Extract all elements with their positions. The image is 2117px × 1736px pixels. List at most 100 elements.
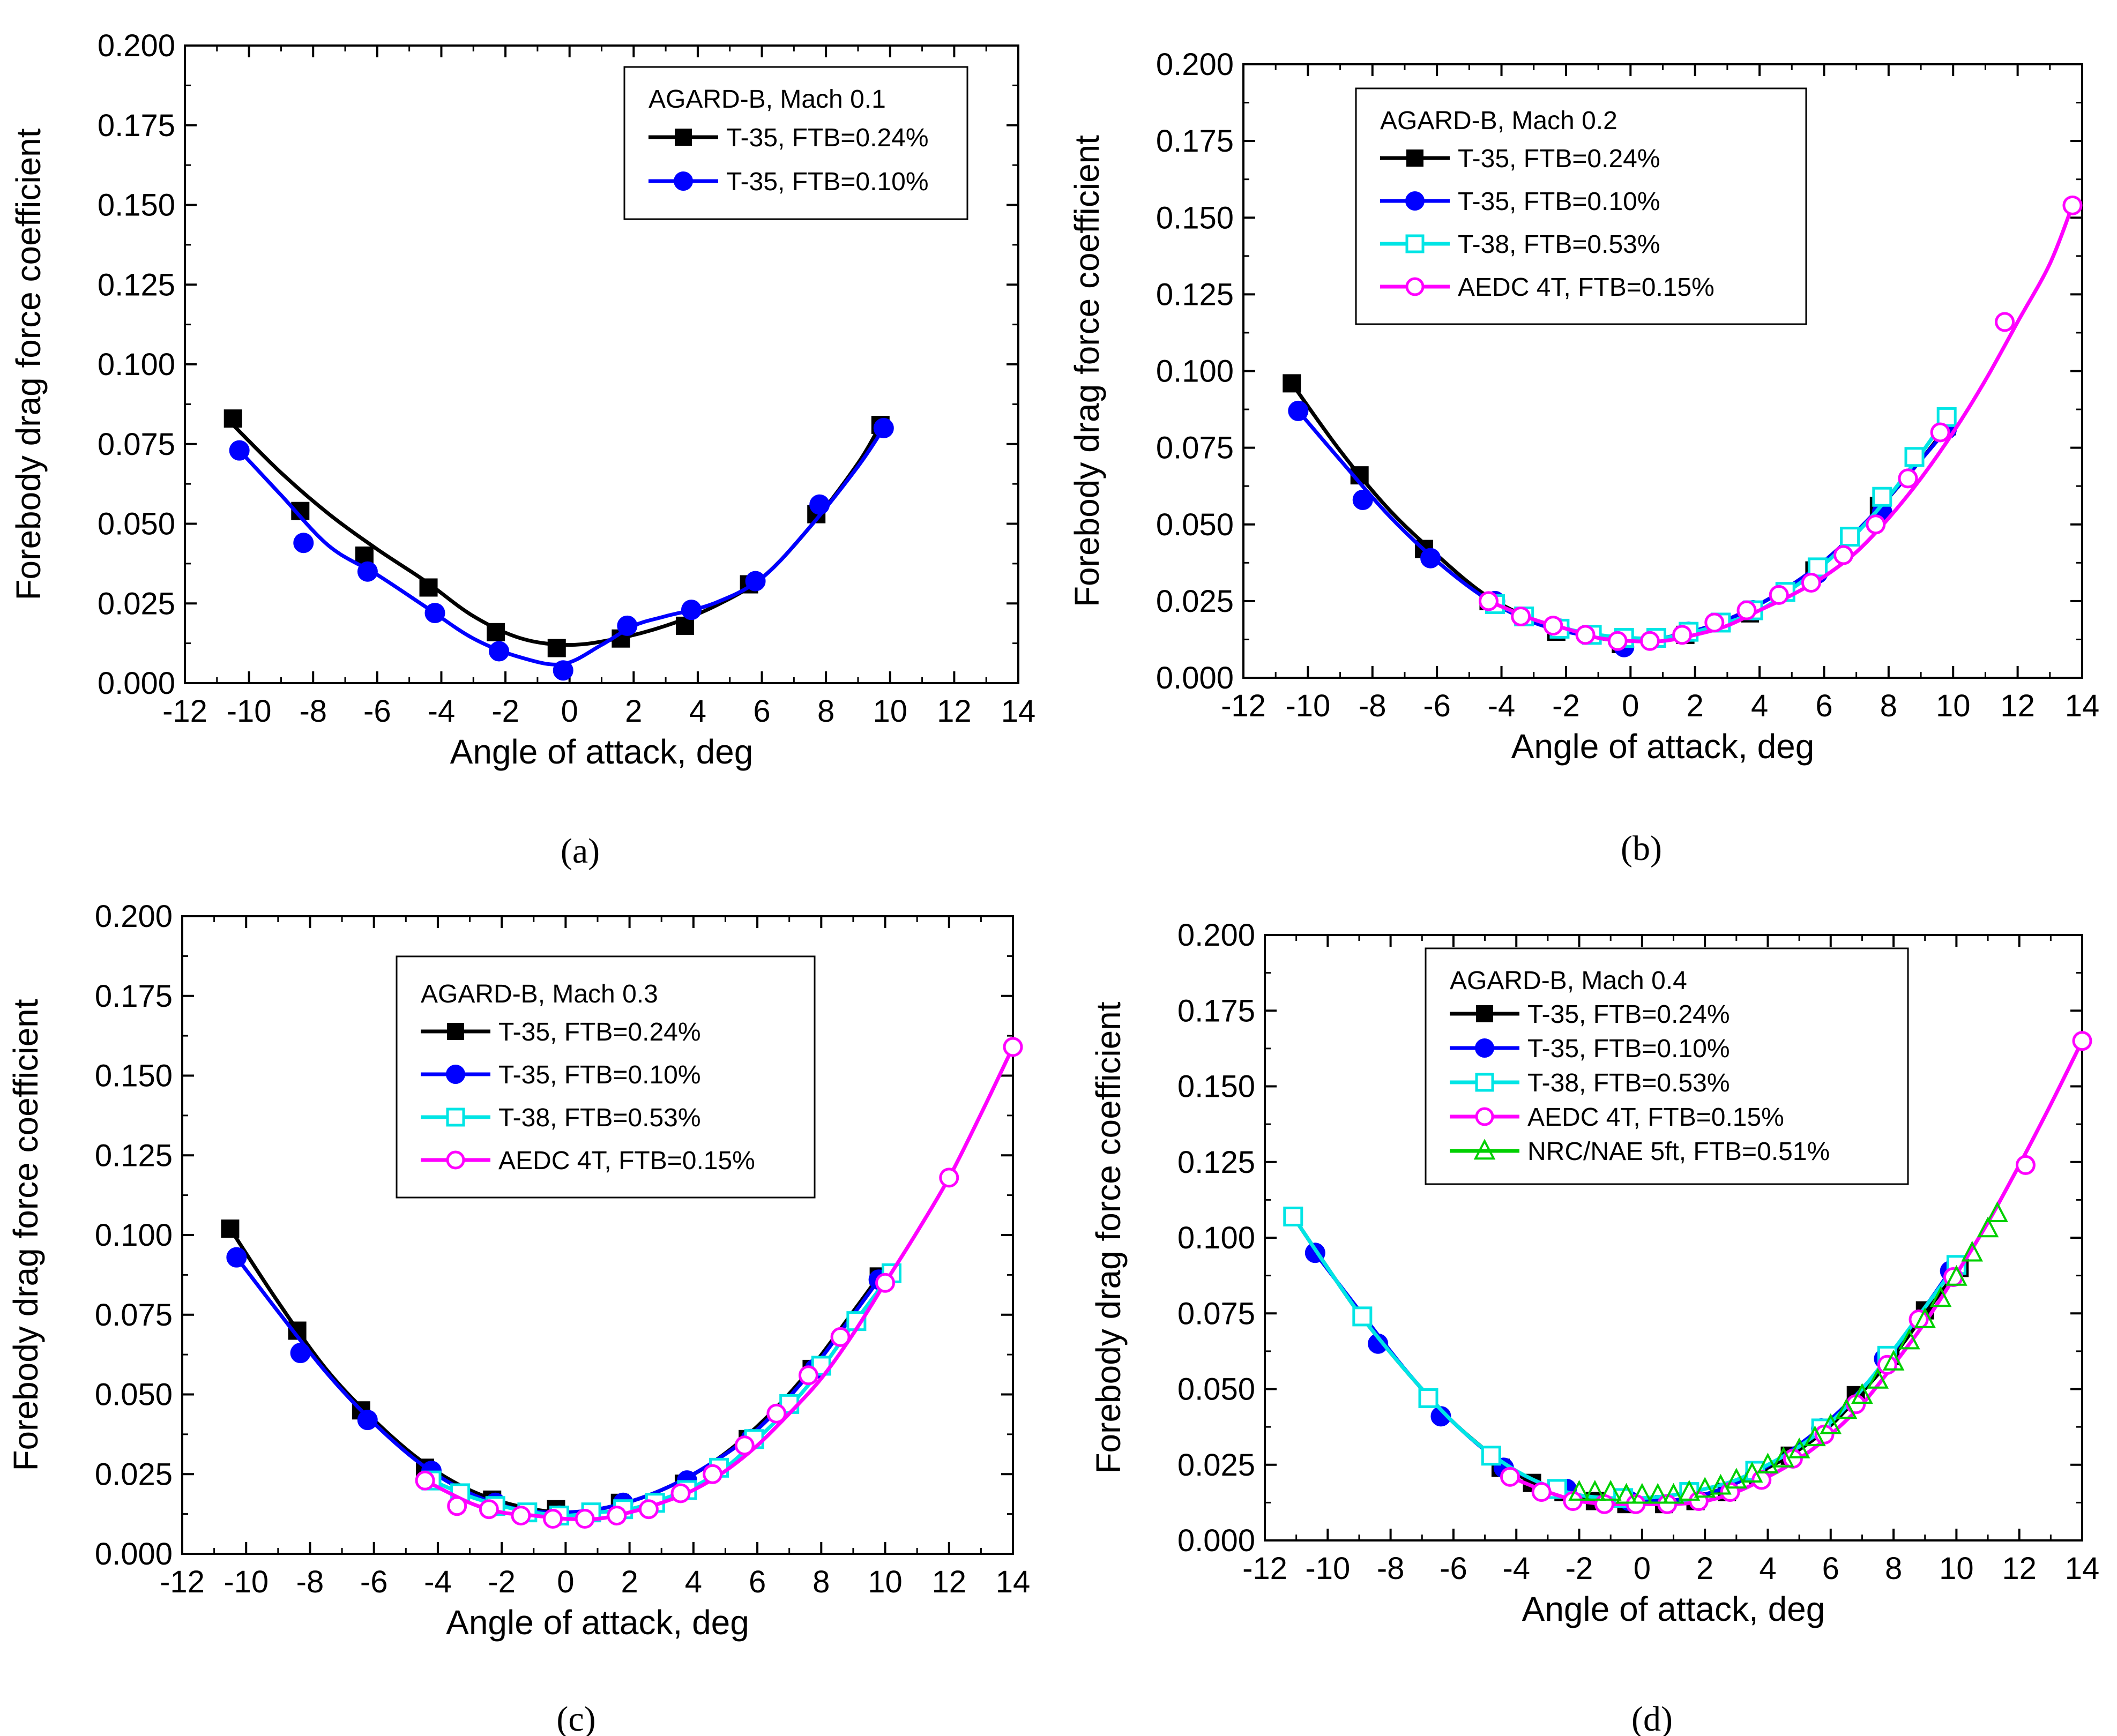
legend-label: T-35, FTB=0.24% xyxy=(726,124,929,152)
legend-item: AEDC 4T, FTB=0.15% xyxy=(1380,273,1715,302)
x-tick-label: -2 xyxy=(488,1565,516,1599)
legend-marker xyxy=(1475,1107,1494,1126)
data-point xyxy=(487,623,505,641)
data-point xyxy=(553,660,573,681)
data-point xyxy=(1575,625,1596,645)
data-point xyxy=(489,641,510,662)
x-tick-label: 2 xyxy=(621,1565,638,1599)
series-black xyxy=(1291,1214,1969,1514)
y-tick-label: 0.175 xyxy=(98,108,175,143)
legend-item: T-38, FTB=0.53% xyxy=(421,1104,701,1132)
legend-item: NRC/NAE 5ft, FTB=0.51% xyxy=(1450,1138,1830,1166)
x-tick-label: 12 xyxy=(2000,689,2035,723)
legend-title: AGARD-B, Mach 0.4 xyxy=(1450,967,1687,995)
data-point xyxy=(447,1496,467,1516)
x-axis: -12 -10 -8 -6 -4 -2 0 2 4 6 8 10 12 14 xyxy=(1242,935,2099,1586)
y-tick-label: 0.200 xyxy=(1177,918,1255,953)
legend-item: T-35, FTB=0.10% xyxy=(1380,188,1660,216)
data-point xyxy=(638,1499,659,1520)
series-line xyxy=(1291,1214,1958,1501)
legend-marker xyxy=(446,1065,465,1084)
series-cyan xyxy=(1283,1206,1966,1508)
legend-box xyxy=(396,955,816,1199)
x-tick-label: -2 xyxy=(491,694,519,729)
y-tick-label: 0.125 xyxy=(1156,277,1234,312)
legend-title: AGARD-B, Mach 0.2 xyxy=(1380,107,1617,135)
x-tick-label: -4 xyxy=(1502,1551,1530,1586)
y-axis: 0.000 0.025 0.050 0.075 0.100 0.125 0.150 0.175… xyxy=(98,28,1018,701)
series-line xyxy=(234,1255,881,1515)
x-tick-label: -6 xyxy=(360,1565,388,1599)
data-point xyxy=(1368,1333,1389,1354)
x-tick-label: -12 xyxy=(160,1565,205,1599)
data-point xyxy=(1430,1406,1451,1427)
data-point xyxy=(703,1464,723,1484)
data-point xyxy=(2072,1031,2092,1051)
data-point xyxy=(1420,548,1441,568)
legend-box xyxy=(1425,947,1909,1185)
x-tick-label: 0 xyxy=(561,694,578,729)
data-point xyxy=(875,1273,896,1293)
data-point xyxy=(1801,573,1821,593)
data-point xyxy=(1757,1453,1779,1473)
y-tick-label: 0.000 xyxy=(1177,1523,1255,1558)
data-point xyxy=(1710,1473,1732,1495)
data-point xyxy=(1977,1216,1999,1238)
data-point xyxy=(1283,1206,1303,1226)
legend-item: T-35, FTB=0.24% xyxy=(1380,145,1660,173)
legend-marker xyxy=(675,129,692,146)
legend-label: T-35, FTB=0.10% xyxy=(726,168,929,196)
x-tick-label: 12 xyxy=(937,694,972,729)
legend-marker xyxy=(446,1108,465,1127)
series-area xyxy=(221,1037,1023,1529)
x-axis-title: Angle of attack, deg xyxy=(450,732,754,771)
data-point xyxy=(2015,1155,2036,1175)
x-tick-label: 4 xyxy=(685,1565,702,1599)
series-line xyxy=(1289,381,1949,643)
y-axis-title: Forebody drag force coefficient xyxy=(1089,1001,1128,1473)
x-tick-label: 8 xyxy=(1880,689,1897,723)
y-axis: 0.000 0.025 0.050 0.075 0.100 0.125 0.150 0.175… xyxy=(95,899,1013,1572)
data-point xyxy=(290,1343,311,1364)
data-point xyxy=(734,1435,755,1456)
legend-item: T-35, FTB=0.10% xyxy=(421,1061,701,1089)
x-axis: -12 -10 -8 -6 -4 -2 0 2 4 6 8 10 12 14 xyxy=(160,916,1030,1599)
legend-label: AEDC 4T, FTB=0.15% xyxy=(498,1147,755,1175)
x-axis-title: Angle of attack, deg xyxy=(1522,1590,1825,1628)
data-point xyxy=(766,1403,787,1424)
data-point xyxy=(1584,1480,1606,1501)
data-point xyxy=(1804,1425,1826,1447)
legend-marker xyxy=(446,1150,465,1170)
x-tick-label: 6 xyxy=(1822,1551,1839,1586)
y-tick-label: 0.000 xyxy=(95,1537,173,1572)
data-point xyxy=(1543,616,1563,636)
x-tick-label: -8 xyxy=(299,694,327,729)
panel-label: (a) xyxy=(561,832,600,871)
legend-marker xyxy=(447,1023,464,1040)
x-tick-label: 14 xyxy=(2065,689,2100,723)
data-point xyxy=(1672,625,1693,645)
y-tick-label: 0.050 xyxy=(95,1378,173,1412)
data-point xyxy=(2062,195,2083,215)
legend-label: T-35, FTB=0.24% xyxy=(1527,1000,1730,1029)
data-point xyxy=(745,571,766,592)
x-tick-label: 4 xyxy=(689,694,706,729)
x-tick-label: 14 xyxy=(2065,1551,2100,1586)
y-tick-label: 0.175 xyxy=(95,979,173,1014)
data-point xyxy=(1898,468,1918,489)
data-point xyxy=(1945,1264,1967,1286)
data-point xyxy=(670,1483,691,1503)
panel-label: (c) xyxy=(556,1700,595,1736)
chart-panel-b: -12 -10 -8 -6 -4 -2 0 2 4 6 8 10 12 14 0.000 0.025 0.050… xyxy=(1068,47,2099,868)
x-tick-label: 2 xyxy=(1687,689,1704,723)
data-point xyxy=(1736,600,1757,620)
y-tick-label: 0.150 xyxy=(95,1059,173,1094)
x-tick-label: 0 xyxy=(1622,689,1639,723)
legend-label: NRC/NAE 5ft, FTB=0.51% xyxy=(1527,1138,1830,1166)
data-point xyxy=(1898,1328,1920,1350)
data-point xyxy=(293,533,314,553)
y-tick-label: 0.075 xyxy=(98,427,175,462)
x-tick-label: -8 xyxy=(1377,1551,1405,1586)
series-magenta xyxy=(415,1037,1023,1529)
data-point xyxy=(1866,514,1886,535)
